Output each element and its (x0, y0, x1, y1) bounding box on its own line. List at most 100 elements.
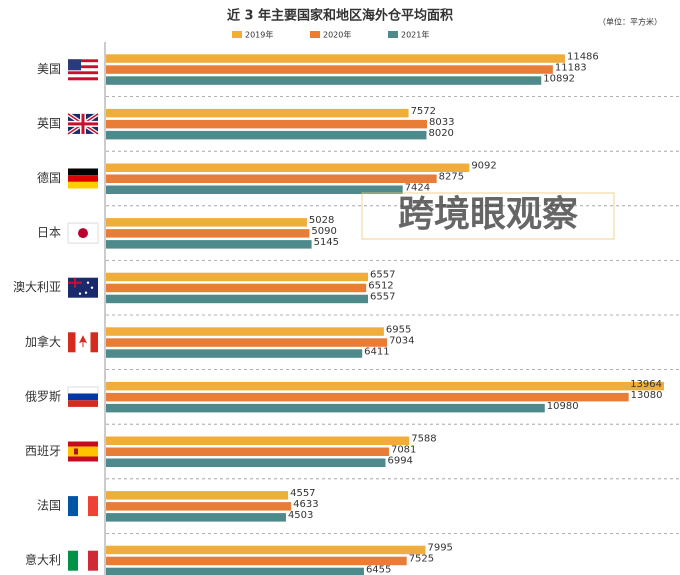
flag-part (68, 65, 98, 69)
bar (106, 163, 470, 172)
flag-part (78, 496, 88, 517)
flag-part (86, 281, 90, 284)
value-label: 6557 (370, 270, 395, 281)
flag-part (90, 332, 98, 353)
bar (106, 403, 545, 413)
bar (106, 545, 426, 555)
bar (106, 502, 292, 511)
watermark: 跨境眼观察 (398, 193, 578, 235)
category-label: 法国 (37, 499, 61, 513)
flag-part (68, 122, 98, 126)
value-label: 6411 (364, 346, 389, 357)
chart-title: 近 3 年主要国家和地区海外仓平均面积 (227, 8, 453, 24)
value-label: 11183 (555, 62, 587, 73)
value-label: 4633 (293, 499, 318, 510)
bar (106, 338, 388, 347)
bar (106, 436, 410, 445)
value-label: 7034 (389, 335, 414, 346)
bar (106, 240, 312, 249)
value-label: 9092 (471, 161, 496, 172)
category-label: 意大利 (25, 552, 61, 567)
value-label: 6455 (366, 565, 391, 575)
value-label: 7572 (411, 106, 436, 117)
unit-note: （单位：平方米） (598, 17, 662, 27)
bar (106, 65, 553, 74)
value-label: 10980 (547, 401, 579, 412)
legend-swatch (388, 31, 398, 38)
value-label: 6512 (368, 281, 393, 292)
value-label: 10892 (543, 73, 575, 84)
bar (106, 229, 310, 238)
flag-part (68, 175, 98, 182)
bar (106, 327, 384, 336)
category-label: 俄罗斯 (25, 389, 61, 403)
flag-part (68, 550, 78, 571)
legend-label: 2020年 (323, 30, 351, 40)
value-label: 4503 (288, 510, 313, 521)
flag-part (68, 62, 98, 66)
bar (106, 174, 437, 183)
flag-part (74, 448, 78, 455)
bar (106, 76, 542, 85)
flag-part (68, 277, 82, 288)
flag-part (84, 291, 88, 294)
bar (106, 218, 307, 227)
bar (106, 272, 369, 282)
flag-part (78, 228, 88, 239)
value-label: 5028 (309, 215, 334, 226)
flag-part (68, 400, 98, 407)
bar (106, 392, 629, 402)
bar (106, 381, 664, 391)
bar (106, 130, 427, 140)
flag-part (68, 496, 78, 517)
value-label: 7525 (409, 554, 434, 565)
watermark-box (361, 192, 615, 240)
flag-part (68, 77, 98, 81)
value-label: 13080 (631, 390, 663, 401)
value-label: 6557 (370, 292, 395, 303)
legend-label: 2021年 (401, 30, 429, 40)
value-label: 7424 (405, 183, 430, 194)
category-label: 澳大利亚 (13, 280, 61, 294)
flag-part (68, 74, 98, 78)
bar (106, 513, 286, 522)
bar (106, 556, 407, 566)
value-label: 7081 (391, 445, 416, 456)
value-label: 6994 (387, 456, 412, 467)
value-label: 7588 (411, 434, 436, 445)
value-label: 8020 (428, 128, 453, 139)
category-label: 美国 (37, 62, 61, 76)
category-label: 西班牙 (25, 444, 61, 458)
flag-part (68, 59, 98, 63)
flag-part (78, 292, 82, 295)
category-label: 加拿大 (25, 334, 61, 349)
flag-part (88, 550, 98, 571)
value-label: 11486 (567, 51, 599, 62)
bar (106, 185, 403, 194)
flag-part (90, 286, 94, 289)
flag-part (68, 71, 98, 75)
value-label: 8275 (439, 172, 464, 183)
bar (106, 447, 389, 456)
flag-part (68, 446, 98, 457)
value-label: 13964 (630, 379, 662, 390)
flag-part (68, 332, 76, 353)
flag-part (68, 181, 98, 189)
category-label: 英国 (37, 116, 61, 130)
flag-part (79, 335, 87, 348)
bar (106, 108, 409, 118)
value-label: 8033 (429, 117, 454, 128)
flag-part (67, 386, 99, 395)
bar (106, 283, 367, 293)
bar (106, 294, 369, 304)
value-label: 5145 (314, 237, 339, 248)
value-label: 7995 (427, 543, 452, 554)
flag-part (68, 68, 98, 72)
value-label: 4557 (290, 488, 315, 499)
flag-part (88, 496, 98, 517)
value-label: 5090 (311, 226, 336, 237)
bar (106, 54, 565, 63)
value-label: 6955 (386, 324, 411, 335)
flag-part (68, 59, 81, 71)
